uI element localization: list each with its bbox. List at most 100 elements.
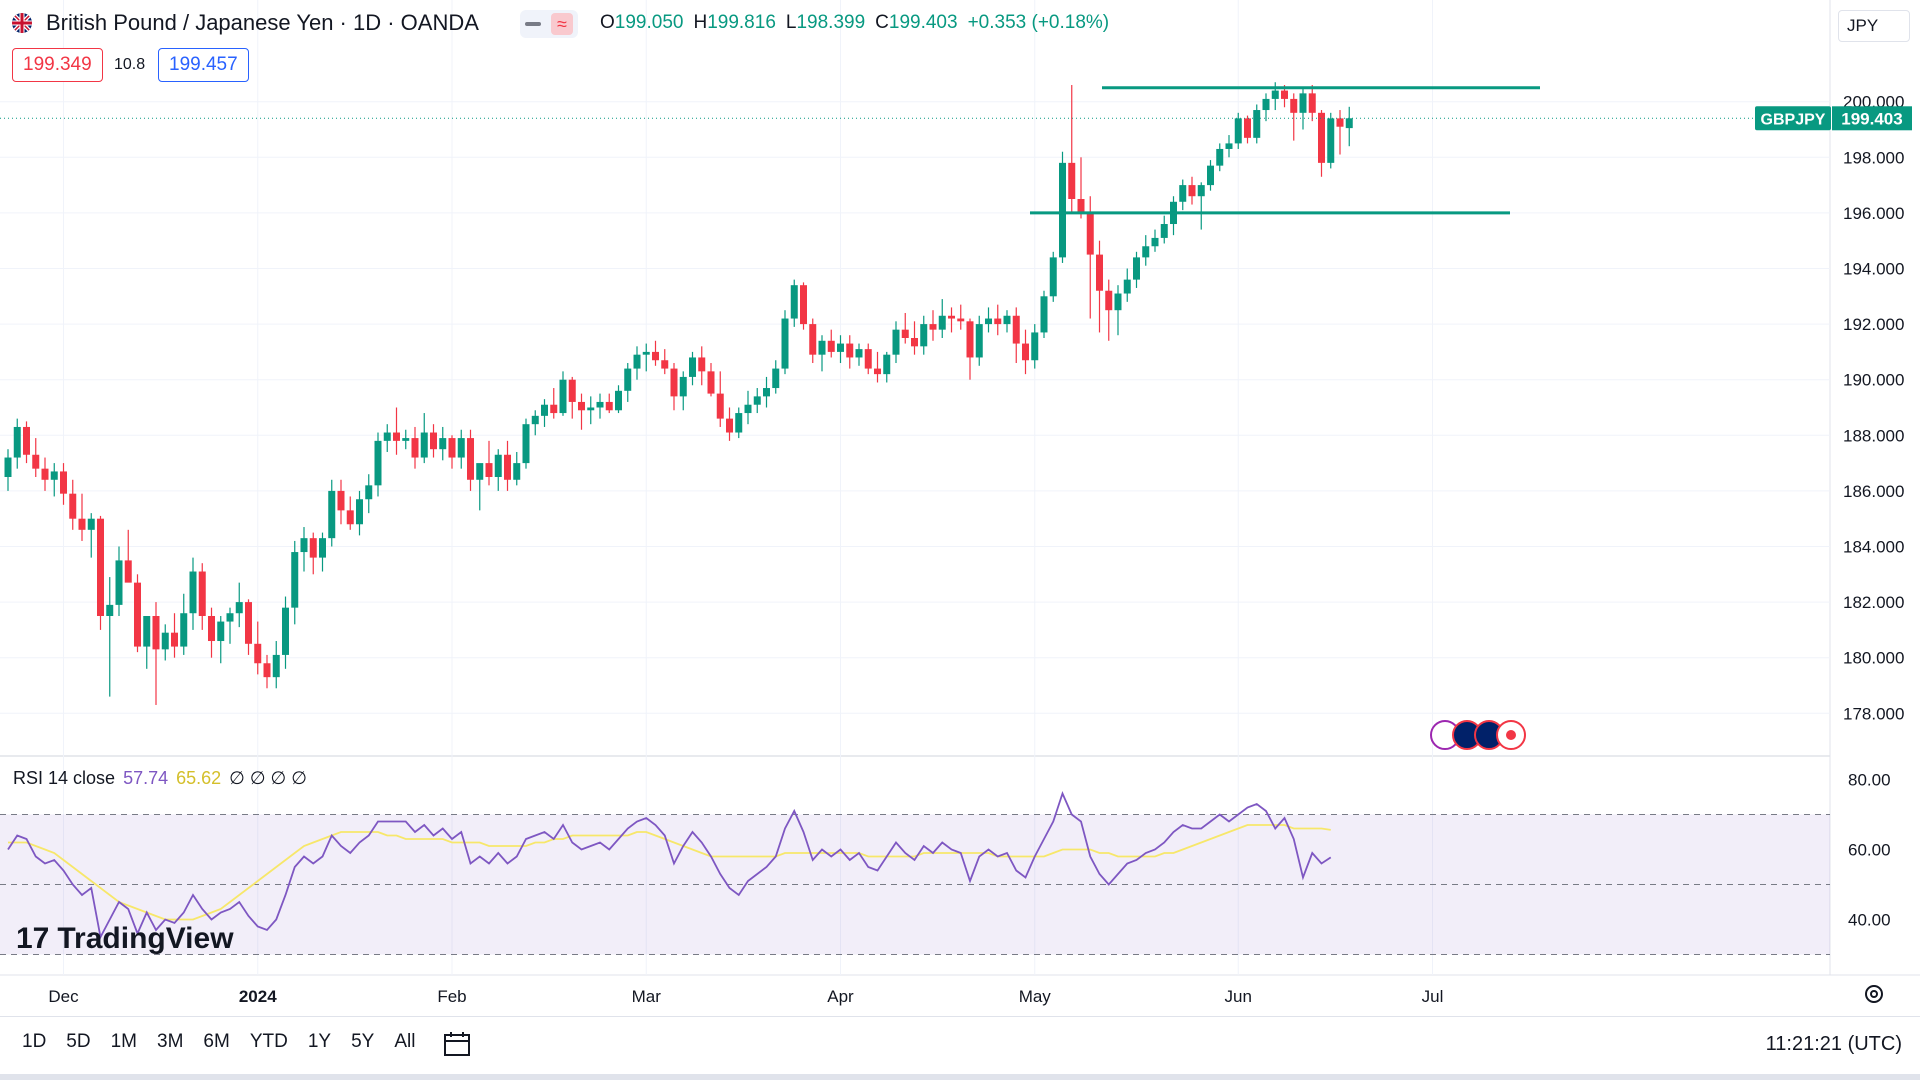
candle xyxy=(550,388,558,419)
candle xyxy=(171,613,178,658)
candle xyxy=(929,310,937,341)
chart-canvas[interactable]: 178.000 180.000 182.000 184.000 186.000 188.0… xyxy=(0,0,1920,1016)
candle-body xyxy=(32,454,40,469)
time-axis[interactable]: Dec 2024 Feb Mar Apr May Jun Jul xyxy=(48,987,1443,1006)
range-1y[interactable]: 1Y xyxy=(307,1031,332,1052)
candle-body xyxy=(383,432,391,441)
candle-body xyxy=(504,454,511,480)
range-all[interactable]: All xyxy=(394,1031,416,1052)
candle xyxy=(457,429,465,469)
candle xyxy=(827,329,835,358)
time-tick-label: Jul xyxy=(1422,987,1444,1006)
price-axis[interactable]: 178.000 180.000 182.000 184.000 186.000 188.0… xyxy=(0,93,1912,930)
candle xyxy=(1225,135,1233,158)
candle-body xyxy=(892,329,900,355)
candle-body xyxy=(430,432,437,450)
candle xyxy=(1336,110,1344,155)
candle xyxy=(1086,196,1094,319)
range-1m[interactable]: 1M xyxy=(110,1031,137,1052)
candle xyxy=(855,343,863,366)
candle-body xyxy=(1234,118,1242,144)
candle xyxy=(1262,93,1270,122)
candle xyxy=(476,463,484,511)
candle-body xyxy=(467,438,474,480)
candle-body xyxy=(60,471,67,494)
candle-body xyxy=(494,454,502,477)
candle xyxy=(716,371,724,427)
candle-body xyxy=(1003,315,1011,325)
candle-body xyxy=(948,315,955,319)
candle-body xyxy=(161,632,169,650)
candle xyxy=(198,563,206,630)
range-5y[interactable]: 5Y xyxy=(351,1031,375,1052)
candle xyxy=(615,385,622,414)
candle-body xyxy=(624,368,632,391)
candle xyxy=(226,607,234,644)
candle xyxy=(272,641,280,689)
candle-body xyxy=(1133,257,1140,280)
candle xyxy=(1096,240,1103,333)
candle xyxy=(541,399,548,427)
candle xyxy=(1059,151,1066,263)
event-icons[interactable] xyxy=(1430,720,1526,750)
indicator-toggle[interactable]: ≈ xyxy=(520,10,578,38)
event-dot-icon[interactable] xyxy=(1496,720,1526,750)
range-3m[interactable]: 3M xyxy=(157,1031,184,1052)
candle xyxy=(346,496,354,530)
candle-body xyxy=(1308,93,1316,113)
candle-body xyxy=(217,621,225,642)
candle-body xyxy=(402,438,410,441)
range-ytd[interactable]: YTD xyxy=(249,1031,288,1052)
candle xyxy=(698,346,706,386)
candle xyxy=(568,376,576,419)
gear-icon[interactable] xyxy=(1862,982,1886,1011)
rsi-tick-label: 60.00 xyxy=(1848,841,1891,860)
candle xyxy=(892,321,900,364)
candle xyxy=(1133,251,1140,288)
candle xyxy=(689,351,696,386)
symbol-title[interactable]: British Pound / Japanese Yen · 1D · OAND… xyxy=(46,10,479,35)
candle-body xyxy=(1049,257,1057,297)
candle xyxy=(254,621,262,675)
range-1d[interactable]: 1D xyxy=(22,1031,47,1052)
candle-body xyxy=(393,432,400,441)
currency-button[interactable]: JPY xyxy=(1838,10,1910,42)
price-tick-label: 190.000 xyxy=(1843,371,1904,390)
candle xyxy=(152,602,160,705)
candle xyxy=(726,407,733,441)
clock[interactable]: 11:21:21 (UTC) xyxy=(1765,1033,1902,1055)
candle xyxy=(50,463,58,497)
candle-body xyxy=(957,318,965,322)
tradingview-logo[interactable]: 17 TradingView xyxy=(16,922,234,956)
bottom-strip xyxy=(0,1074,1920,1080)
candle xyxy=(13,418,21,469)
candle-body xyxy=(846,343,854,358)
candle-body xyxy=(374,440,382,486)
candle-body xyxy=(975,324,983,358)
calendar-icon[interactable] xyxy=(443,1031,471,1062)
candle-body xyxy=(1068,162,1076,199)
candle xyxy=(901,312,909,344)
rsi-legend[interactable]: RSI 14 close 57.74 65.62 ∅ ∅ ∅ ∅ xyxy=(13,768,307,789)
horizontal-levels[interactable] xyxy=(1030,86,1540,215)
time-tick-label: Dec xyxy=(48,987,79,1006)
range-5d[interactable]: 5D xyxy=(66,1031,91,1052)
ohlc-close: C199.403 xyxy=(875,12,958,33)
candle xyxy=(883,351,891,383)
candle-body xyxy=(911,338,918,347)
candle xyxy=(420,413,428,464)
candle-body xyxy=(772,368,780,389)
candle-body xyxy=(180,613,188,647)
candle xyxy=(374,432,382,497)
sell-price-button[interactable]: 199.349 xyxy=(12,48,103,82)
candle-body xyxy=(78,518,86,530)
buy-price-button[interactable]: 199.457 xyxy=(158,48,249,82)
candle xyxy=(1179,179,1187,211)
candle-body xyxy=(1059,162,1066,258)
candle-body xyxy=(855,349,863,358)
candle-body xyxy=(1179,185,1187,202)
candle-body xyxy=(559,379,567,414)
candle-body xyxy=(1188,185,1196,197)
range-6m[interactable]: 6M xyxy=(203,1031,230,1052)
candle xyxy=(1244,115,1251,144)
